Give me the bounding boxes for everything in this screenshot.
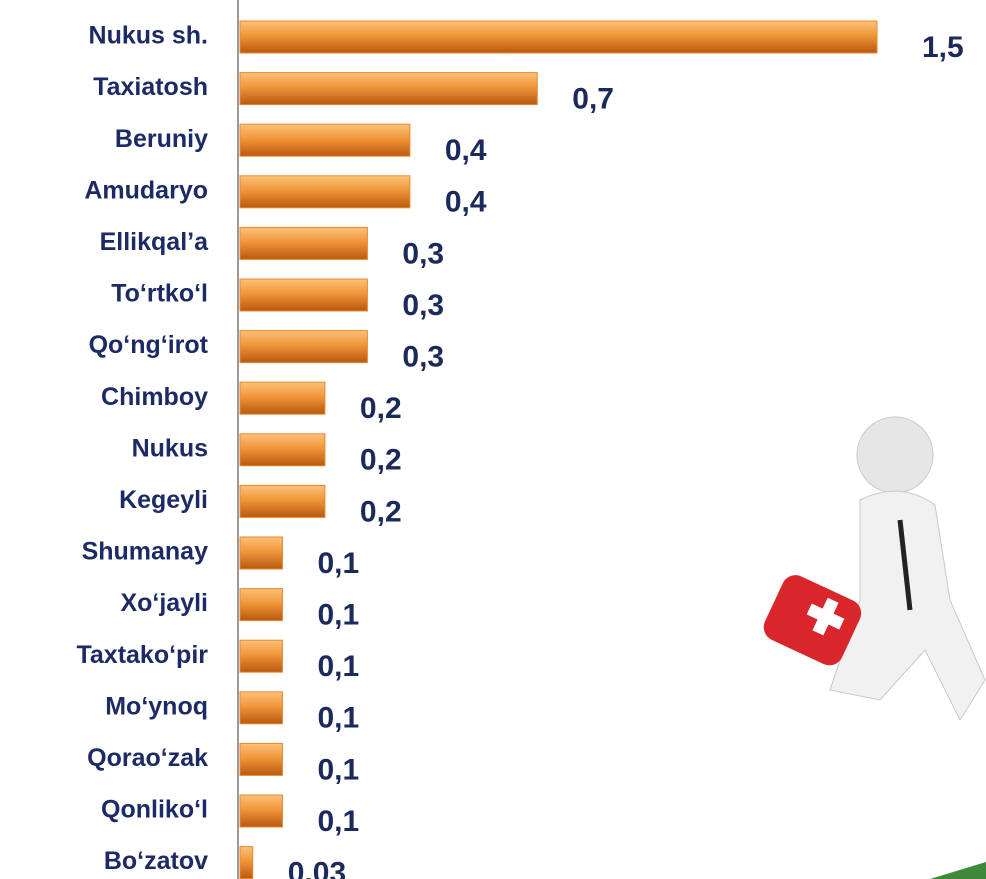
value-label: 0,4	[445, 186, 487, 219]
bar	[239, 123, 411, 157]
category-label: Ellikqal’a	[100, 228, 209, 256]
bar	[239, 20, 878, 54]
category-label: Xo‘jayli	[120, 589, 208, 617]
value-label: 0,2	[360, 495, 402, 528]
category-label: Qonliko‘l	[101, 796, 208, 824]
value-label: 0,1	[317, 805, 359, 838]
value-label: 0,2	[360, 392, 402, 425]
category-label: Nukus	[132, 434, 208, 462]
bar	[239, 742, 283, 776]
category-label: Shumanay	[82, 538, 209, 566]
category-label: Amudaryo	[84, 176, 208, 204]
category-label: Qo‘ng‘irot	[89, 331, 209, 359]
bar	[239, 381, 326, 415]
value-label: 0,1	[317, 702, 359, 735]
value-label: 0,3	[402, 341, 444, 374]
bar	[239, 226, 368, 260]
category-label: Taxiatosh	[93, 73, 208, 101]
value-label: 0,1	[317, 753, 359, 786]
value-label: 0,1	[317, 650, 359, 683]
category-label: Nukus sh.	[89, 22, 208, 50]
value-label: 0,3	[402, 237, 444, 270]
bar	[239, 433, 326, 467]
category-label: Chimboy	[101, 383, 208, 411]
bar	[239, 72, 538, 106]
category-label: Mo‘ynoq	[105, 692, 208, 720]
value-label: 0,1	[317, 599, 359, 632]
bar	[239, 691, 283, 725]
bar	[239, 484, 326, 518]
value-label: 0,7	[572, 83, 614, 116]
bar	[239, 846, 254, 879]
bar	[239, 278, 368, 312]
value-label: 0,1	[317, 547, 359, 580]
value-label: 0,4	[445, 134, 487, 167]
value-label: 0,03	[288, 857, 346, 879]
bar	[239, 536, 283, 570]
category-label: Kegeyli	[119, 486, 208, 514]
bar	[239, 794, 283, 828]
category-label: Beruniy	[115, 125, 208, 153]
value-label: 0,2	[360, 444, 402, 477]
category-label: Bo‘zatov	[104, 847, 208, 875]
corner-decoration	[930, 862, 986, 879]
category-label: To‘rtko‘l	[111, 280, 208, 308]
category-label: Taxtako‘pir	[76, 641, 208, 669]
value-label: 0,3	[402, 289, 444, 322]
bar	[239, 588, 283, 622]
bar	[239, 639, 283, 673]
bar	[239, 330, 368, 364]
doctor-illustration	[763, 416, 986, 722]
category-label: Qorao‘zak	[87, 744, 208, 772]
bar	[239, 175, 411, 209]
value-label: 1,5	[922, 31, 964, 64]
